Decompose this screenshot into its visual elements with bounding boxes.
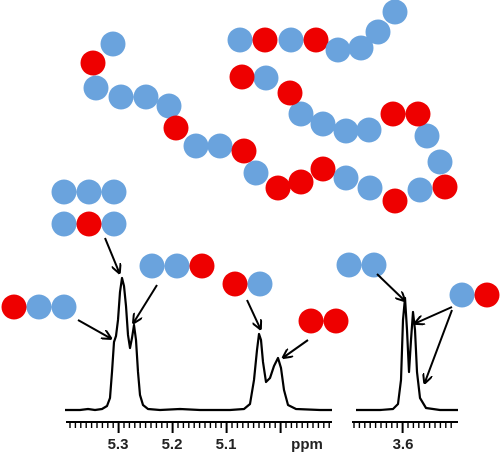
axis-unit-ppm: ppm <box>291 436 323 453</box>
motif-clusters <box>1 179 500 334</box>
axis-left: 5.3 5.2 5.1 ppm <box>66 421 332 453</box>
motif-bead-blue <box>164 253 190 279</box>
chain-bead-red <box>288 169 314 195</box>
arrow-bbr <box>134 284 158 322</box>
chain-bead-blue <box>83 75 109 101</box>
chain-bead-blue <box>357 175 383 201</box>
spectrum-left-trace <box>65 276 332 412</box>
arrow-rbb <box>77 319 110 338</box>
motif-rb <box>222 271 273 297</box>
spectrum-right-trace <box>356 296 458 412</box>
chain-bead-red <box>231 138 257 164</box>
arrows <box>77 237 453 382</box>
arrow-bbb-brb <box>104 237 119 272</box>
motif-bead-blue <box>101 211 127 237</box>
chain-bead-red <box>380 101 406 127</box>
chain-bead-blue <box>100 31 126 57</box>
motif-bead-blue <box>361 252 387 278</box>
motif-bead-blue <box>101 179 127 205</box>
arrow-rr <box>284 339 309 357</box>
motif-bb <box>336 252 387 278</box>
chain-bead-red <box>303 27 329 53</box>
chain-bead-blue <box>278 27 304 53</box>
chain-bead-red <box>252 27 278 53</box>
tick-5.3: 5.3 <box>108 436 129 453</box>
motif-bead-red <box>1 294 27 320</box>
motif-bead-red <box>222 271 248 297</box>
chain-bead-blue <box>356 117 382 143</box>
arrow-bb <box>376 273 404 300</box>
arrow-br-b <box>425 309 453 382</box>
motif-bead-blue <box>26 294 52 320</box>
chain-bead-blue <box>333 118 359 144</box>
motif-bead-red <box>76 211 102 237</box>
motif-bead-blue <box>51 294 77 320</box>
chain-bead-blue <box>382 0 408 25</box>
motif-rbb <box>1 294 77 320</box>
chain-bead-blue <box>243 160 269 186</box>
chain-bead-red <box>432 174 458 200</box>
chain-bead-blue <box>183 133 209 159</box>
motif-brb <box>51 211 127 237</box>
chain-bead-red <box>310 156 336 182</box>
chain-bead-blue <box>310 111 336 137</box>
axis-right: 3.6 <box>352 421 458 453</box>
motif-bead-red <box>323 308 349 334</box>
motif-bead-red <box>189 253 215 279</box>
motif-bead-blue <box>336 252 362 278</box>
motif-bead-blue <box>51 179 77 205</box>
motif-br <box>449 282 500 308</box>
spectrum-right <box>356 296 458 412</box>
chain-bead-blue <box>325 37 351 63</box>
motif-bead-red <box>474 282 500 308</box>
chain-bead-red <box>229 64 255 90</box>
chain-bead-blue <box>156 93 182 119</box>
chain-bead-blue <box>207 133 233 159</box>
chain-bead-blue <box>427 149 453 175</box>
chain-bead-red <box>80 50 106 76</box>
chain-bead-blue <box>253 65 279 91</box>
motif-bead-blue <box>247 271 273 297</box>
motif-bead-blue <box>139 253 165 279</box>
tick-3.6: 3.6 <box>393 436 414 453</box>
chain-bead-blue <box>407 177 433 203</box>
chain-bead-red <box>163 115 189 141</box>
arrow-br-a <box>416 306 453 323</box>
motif-bead-blue <box>76 179 102 205</box>
motif-bead-blue <box>449 282 475 308</box>
motif-bead-blue <box>51 211 77 237</box>
tick-5.2: 5.2 <box>162 436 183 453</box>
tick-5.1: 5.1 <box>216 436 237 453</box>
polymer-chain <box>80 0 458 214</box>
chain-bead-blue <box>348 35 374 61</box>
motif-bead-red <box>298 308 324 334</box>
chain-bead-blue <box>365 19 391 45</box>
chain-bead-blue <box>333 165 359 191</box>
chain-bead-red <box>405 101 431 127</box>
spectrum-left <box>65 276 332 412</box>
motif-bbb <box>51 179 127 205</box>
chain-bead-red <box>265 175 291 201</box>
motif-bbr <box>139 253 215 279</box>
chain-bead-red <box>277 80 303 106</box>
chain-bead-blue <box>414 123 440 149</box>
motif-rr <box>298 308 349 334</box>
chain-bead-blue <box>108 84 134 110</box>
arrow-rb <box>246 299 260 328</box>
chain-bead-blue <box>288 101 314 127</box>
chain-bead-blue <box>227 27 253 53</box>
chain-bead-blue <box>133 84 159 110</box>
chain-bead-red <box>382 188 408 214</box>
